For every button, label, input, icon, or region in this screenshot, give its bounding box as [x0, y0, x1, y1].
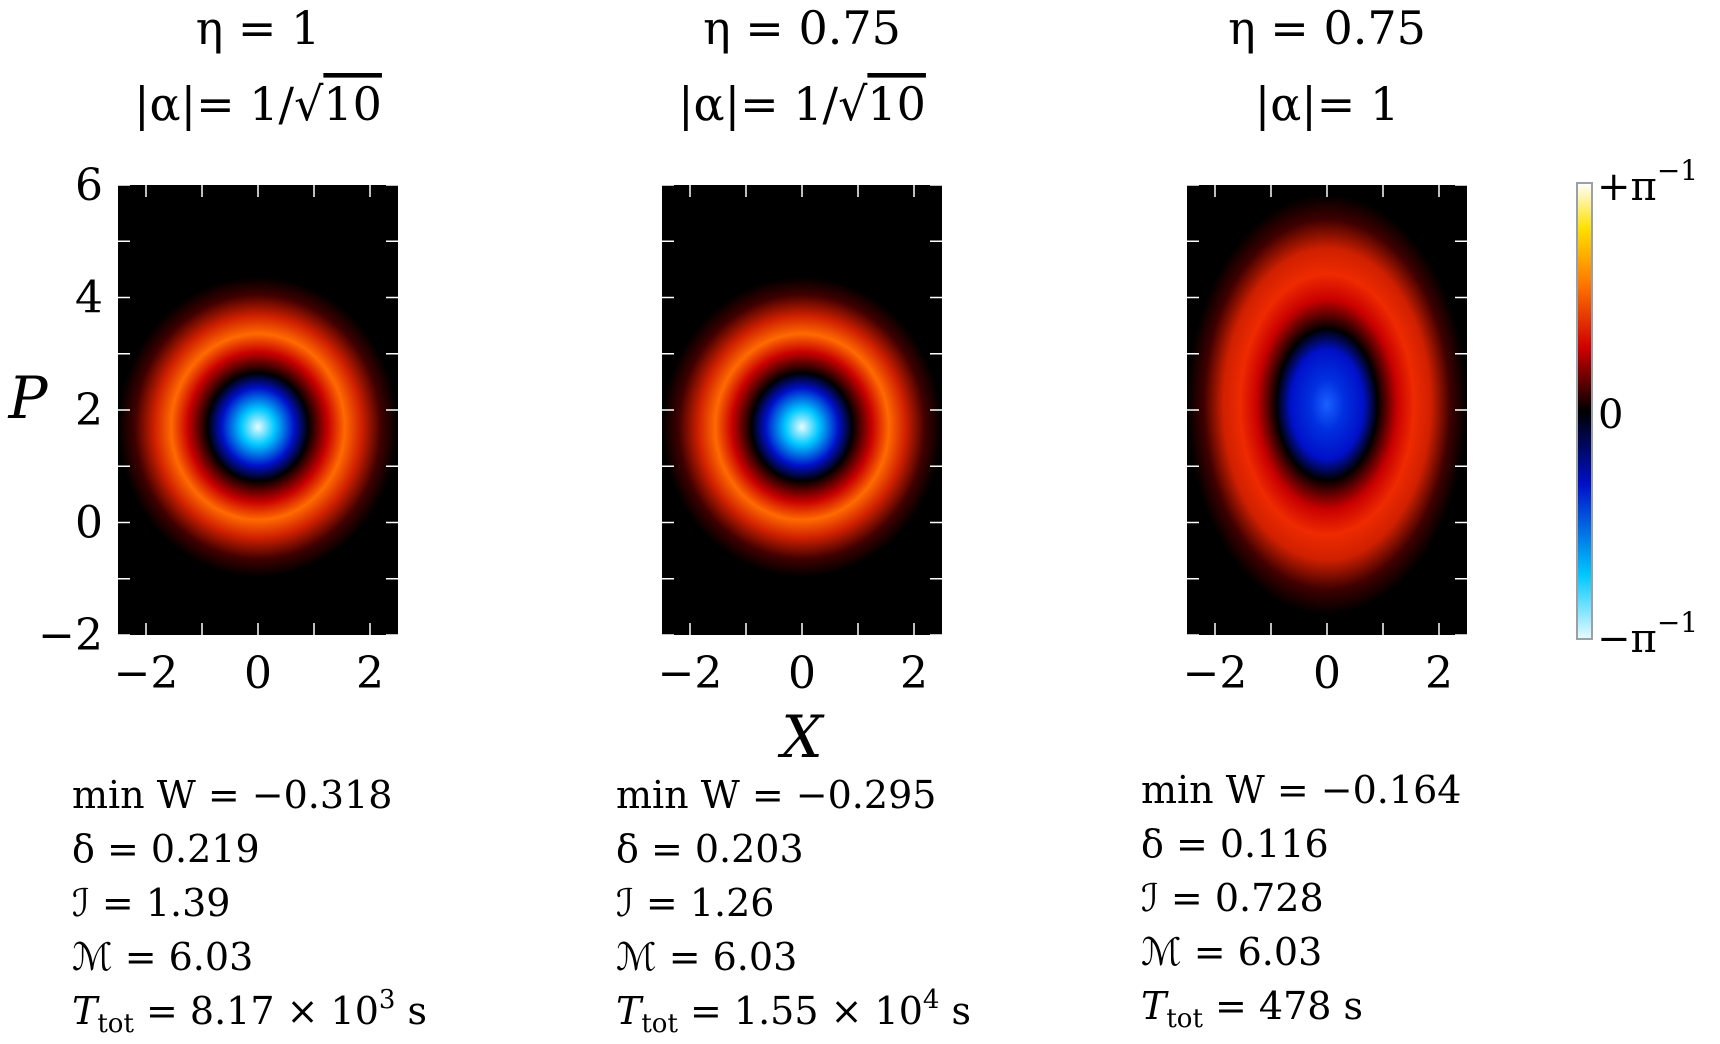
- stat-line: min W = −0.295: [616, 773, 936, 817]
- x-axis-label: X: [777, 703, 825, 771]
- y-tick-label: 4: [75, 273, 103, 324]
- colorbar-gradient: [1576, 182, 1593, 640]
- stat-line: ℳ = 6.03: [1141, 930, 1322, 974]
- panel-title-alpha: |α|= 1/√10: [134, 77, 382, 131]
- panel-3: η = 0.75 |α|= 1 −2 0 2 min W = −0.164 δ = 0.11…: [1141, 1, 1467, 1034]
- wigner-distribution: [1187, 194, 1467, 615]
- x-tick-label: 0: [788, 648, 816, 699]
- stat-line: ℐ = 0.728: [1141, 876, 1324, 920]
- sqrt-sign: √: [294, 77, 324, 131]
- wigner-distribution: [662, 276, 942, 577]
- stat-line: δ = 0.219: [72, 827, 260, 871]
- y-tick-label: 2: [75, 385, 103, 436]
- x-tick-label: −2: [1183, 648, 1248, 699]
- panel-title-eta: η = 1: [196, 1, 321, 55]
- x-tick-label: 2: [356, 648, 384, 699]
- stat-line: δ = 0.116: [1141, 822, 1329, 866]
- wigner-distribution: [118, 276, 398, 577]
- panel-title-alpha: |α|= 1: [1255, 77, 1400, 131]
- total-time: Ttot = 8.17 × 103 s: [72, 985, 427, 1039]
- stat-line: ℳ = 6.03: [616, 935, 797, 979]
- panel-title-eta: η = 0.75: [703, 1, 901, 55]
- y-tick-label: −2: [38, 610, 103, 661]
- x-tick-label: 0: [244, 648, 272, 699]
- panel-title-alpha: |α|= 1/√10: [678, 77, 926, 131]
- stat-line: ℐ = 1.26: [616, 881, 774, 925]
- sqrt-sign: √: [838, 77, 868, 131]
- panel-1: η = 1 |α|= 1/√10 −2 0 2 6 4 2 0 −2 min W = −0.318 δ…: [38, 1, 427, 1039]
- stat-line: ℳ = 6.03: [72, 935, 253, 979]
- x-tick-label: 2: [900, 648, 928, 699]
- stat-line: δ = 0.203: [616, 827, 804, 871]
- total-time: Ttot = 478 s: [1141, 984, 1363, 1034]
- y-tick-label: 0: [75, 498, 103, 549]
- panel-title-eta: η = 0.75: [1228, 1, 1426, 55]
- colorbar-mid-label: 0: [1598, 392, 1623, 438]
- x-tick-label: 2: [1425, 648, 1453, 699]
- y-tick-label: 6: [75, 160, 103, 211]
- colorbar: +π−1 0 −π−1: [1576, 154, 1698, 662]
- total-time: Ttot = 1.55 × 104 s: [616, 985, 971, 1039]
- x-tick-label: 0: [1313, 648, 1341, 699]
- stat-line: min W = −0.318: [72, 773, 392, 817]
- stat-line: min W = −0.164: [1141, 768, 1461, 812]
- x-tick-label: −2: [114, 648, 179, 699]
- y-axis-label: P: [7, 364, 48, 432]
- colorbar-top-label: +π−1: [1597, 154, 1698, 210]
- x-tick-label: −2: [658, 648, 723, 699]
- panel-2: η = 0.75 |α|= 1/√10 −2 0 2 min W = −0.295 δ = …: [616, 1, 971, 1039]
- colorbar-bottom-label: −π−1: [1597, 606, 1698, 662]
- stat-line: ℐ = 1.39: [72, 881, 230, 925]
